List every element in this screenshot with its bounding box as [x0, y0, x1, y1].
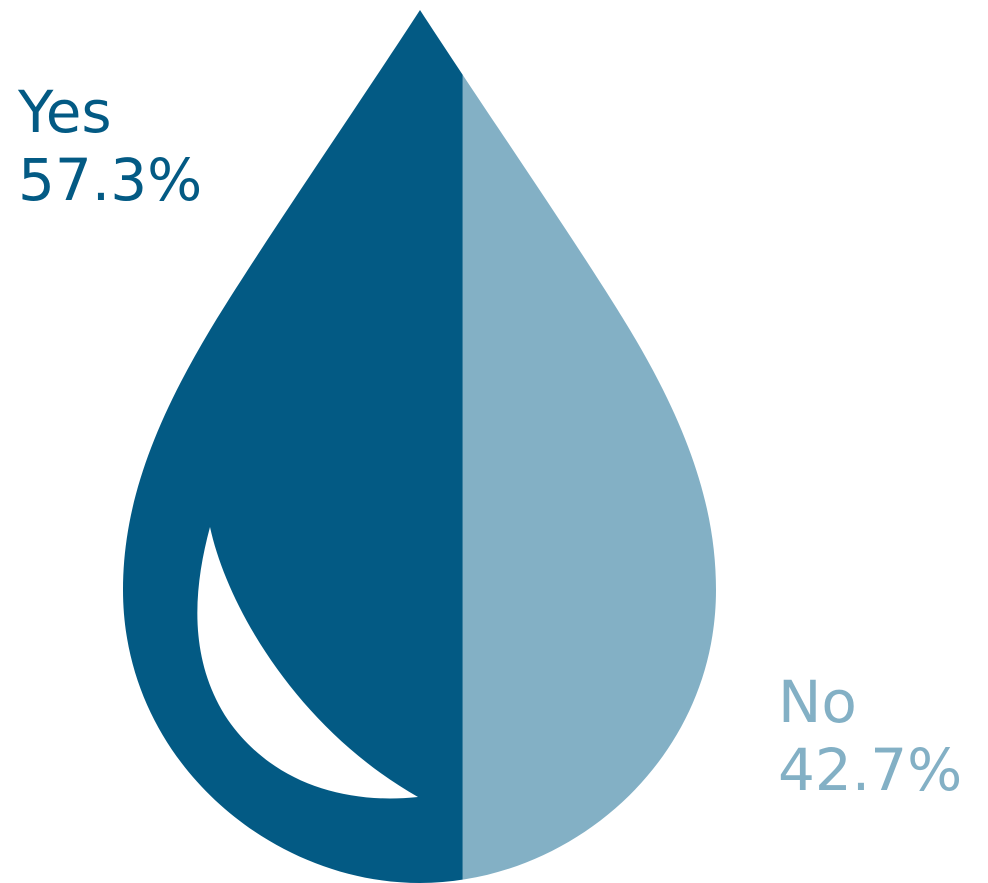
label-no: No 42.7%	[778, 668, 962, 805]
label-yes-value: 57.3%	[18, 146, 203, 215]
label-no-name: No	[778, 668, 857, 736]
drop-highlight-icon	[197, 527, 418, 799]
label-yes-name: Yes	[18, 78, 112, 146]
label-yes: Yes 57.3%	[18, 78, 202, 215]
label-no-value: 42.7%	[778, 736, 963, 805]
